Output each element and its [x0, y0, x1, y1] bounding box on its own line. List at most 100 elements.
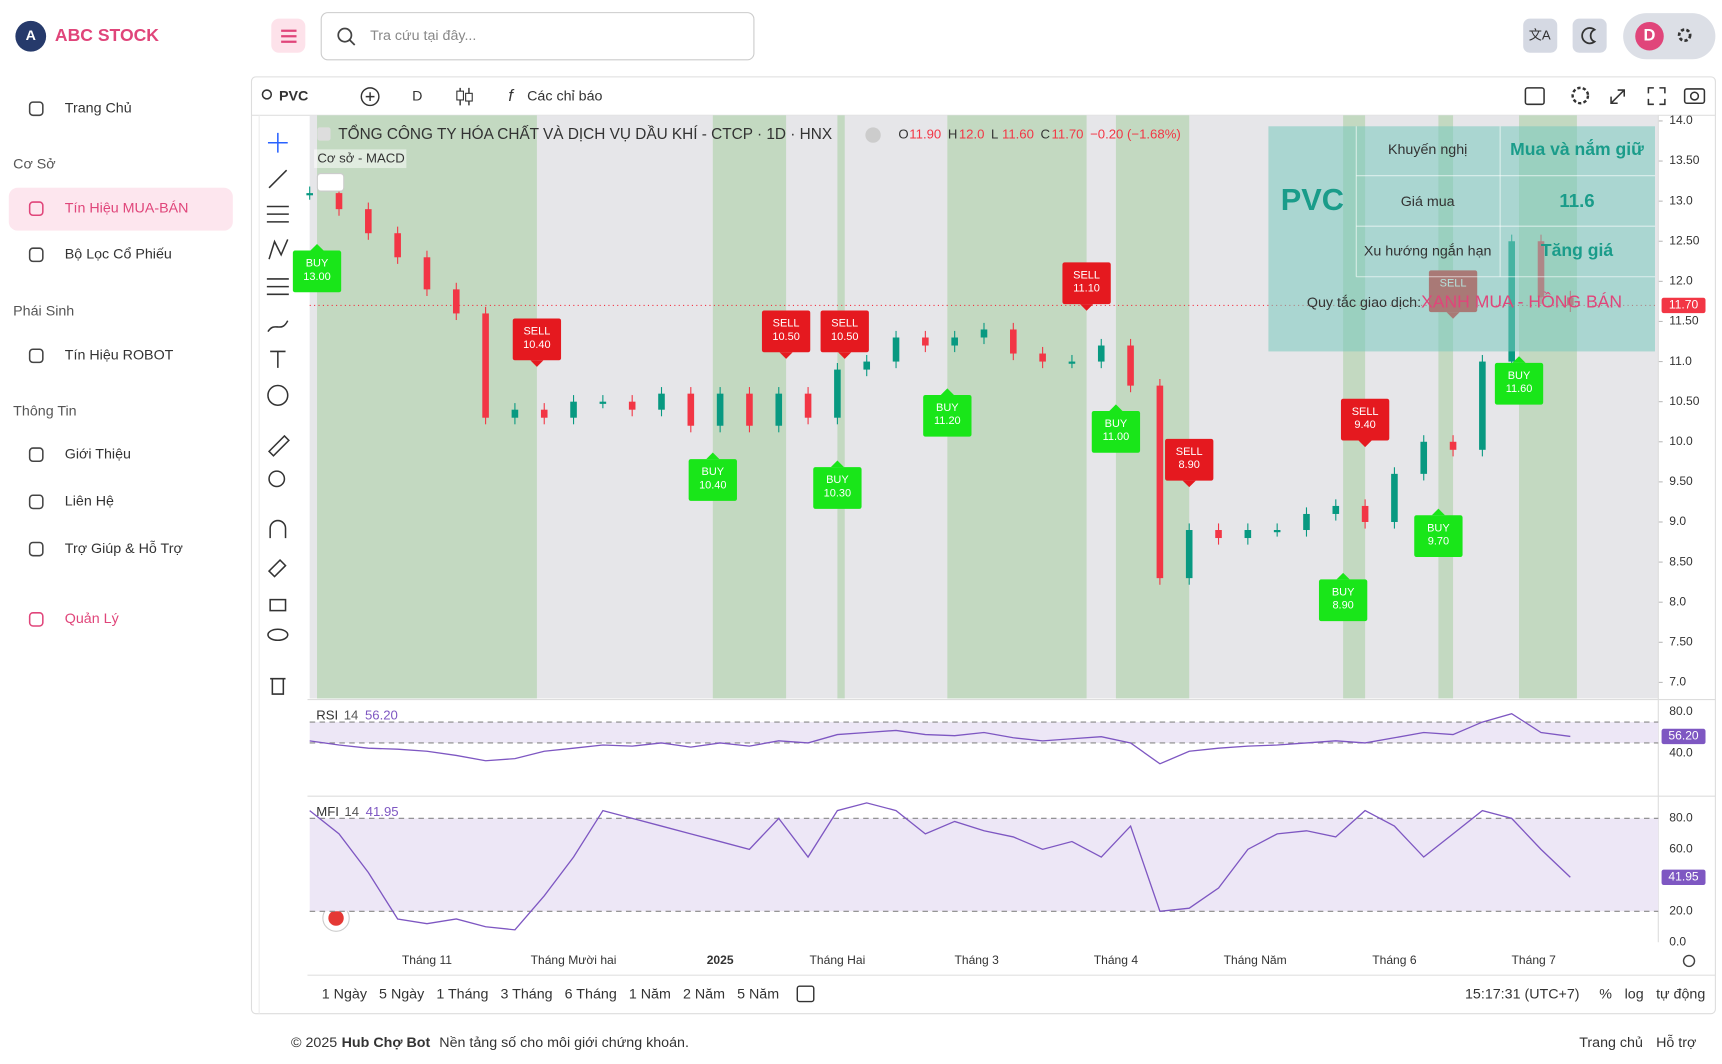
text-tool[interactable] [270, 350, 286, 368]
crosshair-tool[interactable] [267, 132, 288, 153]
add-symbol[interactable] [360, 87, 380, 107]
indicator-value: 41.95 [366, 804, 399, 819]
indicator-line [309, 713, 1571, 765]
ohlc-value: 11.90 [909, 127, 941, 142]
layout-icon[interactable] [1524, 87, 1545, 106]
signal-arrow [779, 352, 793, 359]
nav-item[interactable]: Liên Hệ [65, 494, 114, 510]
nav-item[interactable]: Tín Hiệu ROBOT [65, 348, 174, 364]
broker-logo [328, 910, 344, 926]
y-tick-label: 7.0 [1669, 675, 1686, 689]
symbol[interactable]: PVC [279, 88, 308, 104]
expand-icon[interactable] [1610, 89, 1626, 104]
range-button[interactable]: 5 Ngày [379, 987, 425, 1003]
range-button[interactable]: 1 Tháng [436, 987, 488, 1003]
legend-company: TỔNG CÔNG TY HÓA CHẤT VÀ DỊCH VỤ DẦU KHÍ… [338, 125, 832, 143]
nav-icon [28, 101, 44, 117]
candle-body [570, 401, 577, 418]
brush-tool[interactable] [267, 320, 289, 333]
change: −0.20 (−1.68%) [1090, 127, 1181, 142]
range-button[interactable]: 2 Năm [683, 987, 725, 1003]
pattern-tool[interactable] [268, 239, 289, 260]
signal-label: BUY [936, 402, 959, 414]
ohlc-key: O [898, 127, 908, 142]
lines-tool[interactable] [266, 205, 289, 223]
emoji-tool[interactable] [267, 384, 289, 407]
visibility-tool[interactable] [267, 628, 289, 642]
percent-toggle[interactable]: % [1599, 987, 1612, 1003]
chart-settings[interactable] [1571, 86, 1590, 105]
signal-value: 10.50 [772, 331, 799, 343]
candle-body [1156, 385, 1164, 579]
date-range-icon[interactable] [796, 985, 815, 1003]
nav-icon [28, 447, 44, 463]
range-button[interactable]: 6 Tháng [565, 987, 617, 1003]
signal-label: SELL [773, 318, 800, 330]
x-tick-label: Tháng 7 [1512, 953, 1557, 967]
signal-value: 10.40 [699, 479, 726, 491]
signal-value: 11.00 [1103, 431, 1130, 443]
signal-label: SELL [1176, 446, 1203, 458]
study-bg [314, 149, 407, 169]
candle-body [951, 337, 958, 346]
footer-link[interactable]: Hỗ trợ [1656, 1034, 1696, 1051]
y-tick-label: 13.0 [1669, 193, 1693, 207]
range-button[interactable]: 5 Năm [737, 987, 779, 1003]
signal-box [813, 467, 862, 509]
fullscreen-icon[interactable] [1647, 87, 1666, 106]
magnet-tool[interactable] [269, 519, 287, 539]
candle-body [1391, 473, 1398, 522]
candle-body [922, 337, 929, 346]
signal-label: BUY [826, 474, 849, 486]
signal-value: 9.70 [1428, 536, 1449, 548]
y-tick-label: 13.50 [1669, 153, 1700, 167]
signal-arrow [940, 388, 954, 395]
translate-button[interactable] [1523, 18, 1558, 53]
candle-body [394, 233, 401, 258]
range-button[interactable]: 1 Năm [629, 987, 671, 1003]
info-key: Xu hướng ngắn hạn [1364, 242, 1492, 259]
settings-icon[interactable] [1677, 28, 1692, 43]
theme-button[interactable] [1572, 18, 1607, 53]
delete-tool[interactable] [270, 677, 286, 695]
signal-arrow [1512, 356, 1526, 363]
drawing-tools [266, 132, 290, 695]
nav-item[interactable]: Giới Thiệu [65, 446, 131, 462]
nav-item[interactable]: Tín Hiệu MUA-BÁN [65, 199, 189, 216]
ohlc-key: H [948, 127, 958, 142]
legend-toggle[interactable] [865, 127, 881, 143]
signal-arrow [1109, 404, 1123, 411]
nav-section: Cơ Sở [13, 156, 55, 172]
range-button[interactable]: 1 Ngày [322, 987, 368, 1003]
indicators[interactable]: Các chỉ báo [527, 88, 602, 104]
snapshot-icon[interactable] [1683, 88, 1706, 104]
range-button[interactable]: 3 Tháng [501, 987, 553, 1003]
y-tick-label: 9.50 [1669, 474, 1693, 488]
nav-item[interactable]: Bộ Lọc Cổ Phiếu [65, 247, 172, 263]
nav-item[interactable]: Trang Chủ [65, 100, 132, 116]
log-toggle[interactable]: log [1625, 987, 1644, 1003]
trend-tool[interactable] [268, 169, 288, 189]
ruler-tool[interactable] [267, 434, 290, 457]
footer-tagline: Nền tảng số cho môi giới chứng khoán. [439, 1035, 689, 1051]
signal-label: BUY [1105, 418, 1128, 430]
interval[interactable]: D [412, 88, 422, 104]
draw-lock-tool[interactable] [267, 558, 287, 578]
fib-tool[interactable] [266, 278, 289, 296]
ohlc-value: 11.70 [1052, 127, 1084, 142]
auto-toggle[interactable]: tự động [1656, 987, 1705, 1003]
collapse-button[interactable] [316, 172, 345, 192]
x-tick-label: Tháng 4 [1094, 953, 1139, 967]
candle-body [716, 393, 724, 426]
lock-tool[interactable] [269, 598, 287, 612]
nav-item[interactable]: Quản Lý [65, 611, 120, 627]
candle-body [804, 393, 812, 418]
zoom-tool[interactable] [268, 470, 286, 488]
axis-settings[interactable] [1682, 954, 1696, 968]
search-icon [337, 27, 353, 43]
nav-item[interactable]: Trợ Giúp & Hỗ Trợ [65, 540, 183, 557]
footer-link[interactable]: Trang chủ [1579, 1035, 1643, 1051]
search-box[interactable] [320, 12, 755, 61]
